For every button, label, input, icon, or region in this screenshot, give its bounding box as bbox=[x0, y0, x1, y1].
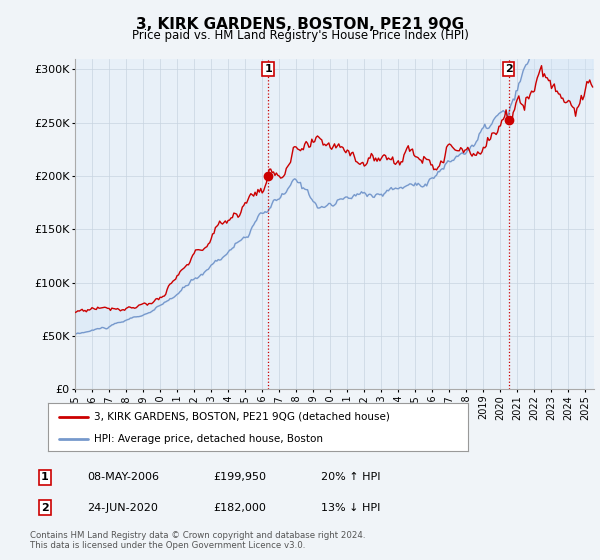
Text: Contains HM Land Registry data © Crown copyright and database right 2024.
This d: Contains HM Land Registry data © Crown c… bbox=[30, 530, 365, 550]
Text: 24-JUN-2020: 24-JUN-2020 bbox=[87, 503, 158, 513]
Text: 3, KIRK GARDENS, BOSTON, PE21 9QG: 3, KIRK GARDENS, BOSTON, PE21 9QG bbox=[136, 17, 464, 32]
Text: 13% ↓ HPI: 13% ↓ HPI bbox=[321, 503, 380, 513]
Text: 3, KIRK GARDENS, BOSTON, PE21 9QG (detached house): 3, KIRK GARDENS, BOSTON, PE21 9QG (detac… bbox=[94, 412, 390, 422]
Text: 20% ↑ HPI: 20% ↑ HPI bbox=[321, 472, 380, 482]
Text: HPI: Average price, detached house, Boston: HPI: Average price, detached house, Bost… bbox=[94, 434, 323, 444]
Text: 08-MAY-2006: 08-MAY-2006 bbox=[87, 472, 159, 482]
Text: 1: 1 bbox=[41, 472, 49, 482]
Text: 2: 2 bbox=[41, 503, 49, 513]
Text: £199,950: £199,950 bbox=[213, 472, 266, 482]
Text: Price paid vs. HM Land Registry's House Price Index (HPI): Price paid vs. HM Land Registry's House … bbox=[131, 29, 469, 42]
Text: 1: 1 bbox=[264, 64, 272, 74]
Text: 2: 2 bbox=[505, 64, 512, 74]
Text: £182,000: £182,000 bbox=[213, 503, 266, 513]
